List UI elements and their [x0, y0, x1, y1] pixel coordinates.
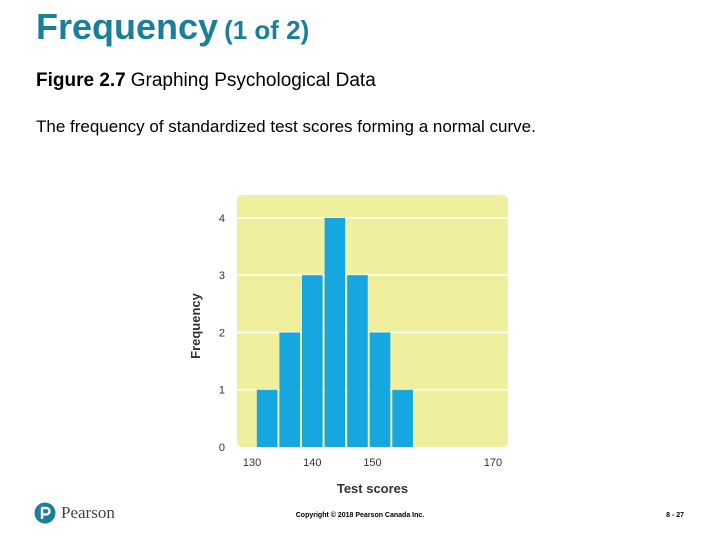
slide-title: Frequency (1 of 2): [36, 6, 309, 48]
histogram-chart: 0 1 2 3 4 130 140 150 170 Test scores Frequency: [188, 195, 508, 496]
title-main: Frequency: [36, 6, 219, 47]
title-suffix: (1 of 2): [224, 15, 310, 45]
figure-description: The frequency of standardized test score…: [36, 117, 536, 136]
pearson-wordmark: Pearson: [61, 503, 115, 522]
histogram-bar: [301, 275, 323, 447]
x-tick-label: 140: [303, 457, 321, 469]
x-tick-label: 150: [363, 457, 381, 469]
x-axis-label: Test scores: [337, 481, 408, 496]
y-axis-label: Frequency: [188, 292, 203, 359]
y-tick-label: 1: [219, 385, 225, 397]
figure-number: Figure 2.7: [36, 70, 126, 91]
page-number: 8 - 27: [666, 512, 684, 519]
histogram-bar: [392, 389, 413, 447]
histogram-bar: [369, 332, 391, 447]
figure-caption: Figure 2.7 Graphing Psychological Data: [36, 70, 376, 92]
histogram-bar: [347, 275, 368, 447]
histogram-bar: [324, 217, 346, 447]
x-tick-label: 170: [484, 457, 502, 469]
y-tick-label: 3: [219, 270, 225, 282]
x-tick-label: 130: [243, 457, 261, 469]
y-tick-label: 2: [219, 327, 225, 339]
pearson-logo: Pearson: [34, 502, 115, 524]
y-tick-label: 4: [219, 213, 225, 225]
y-tick-label: 0: [219, 442, 225, 454]
histogram-bar: [279, 332, 300, 447]
pearson-p-icon: [34, 502, 56, 524]
histogram-bar: [256, 389, 278, 447]
copyright-notice: Copyright © 2018 Pearson Canada Inc.: [295, 512, 425, 519]
figure-title: Graphing Psychological Data: [130, 70, 376, 91]
